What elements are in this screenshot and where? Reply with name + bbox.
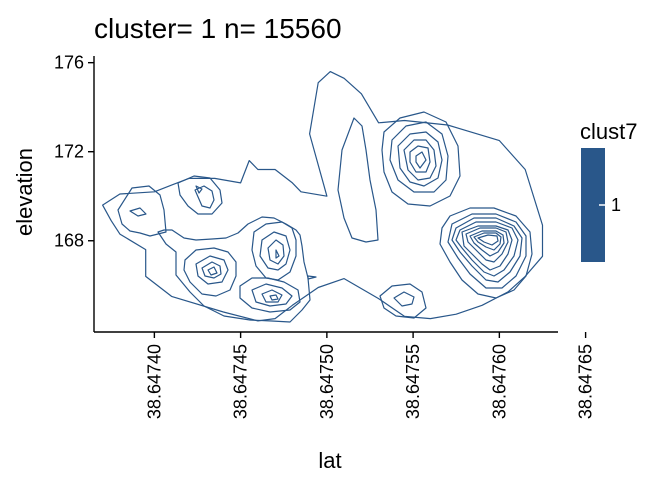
density-contours xyxy=(102,71,544,323)
x-axis-ticks: 38.64740 38.64745 38.64750 38.64755 38.64760… xyxy=(144,332,596,419)
y-axis-ticks: 168 172 176 xyxy=(54,53,94,251)
x-axis-title: lat xyxy=(318,448,341,473)
chart-title: cluster= 1 n= 15560 xyxy=(94,13,342,44)
plot-area xyxy=(102,71,544,323)
y-axis-title: elevation xyxy=(12,148,37,236)
legend: clust7 1 xyxy=(580,119,637,262)
axes xyxy=(93,56,558,333)
contour-line-outer xyxy=(102,71,544,322)
y-tick-label: 176 xyxy=(54,53,84,73)
y-tick-label: 168 xyxy=(54,231,84,251)
y-tick-label: 172 xyxy=(54,142,84,162)
x-tick-label: 38.64760 xyxy=(489,344,509,419)
x-tick-label: 38.64750 xyxy=(317,344,337,419)
x-tick-label: 38.64755 xyxy=(403,344,423,419)
x-tick-label: 38.64745 xyxy=(231,344,251,419)
legend-label-1: 1 xyxy=(611,195,621,215)
x-tick-label: 38.64765 xyxy=(576,344,596,419)
legend-title: clust7 xyxy=(580,119,637,144)
x-tick-label: 38.64740 xyxy=(144,344,164,419)
